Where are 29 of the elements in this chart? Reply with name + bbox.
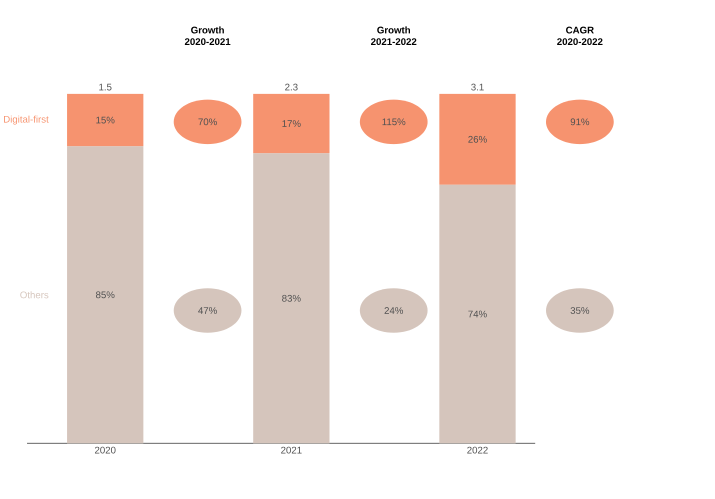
bar bbox=[439, 94, 516, 185]
x-tick-label: 2021 bbox=[281, 446, 302, 454]
data-label: 74% bbox=[468, 310, 487, 318]
series-label: Digital-first bbox=[4, 115, 49, 124]
bar bbox=[439, 184, 516, 444]
bar bbox=[253, 153, 330, 444]
x-tick-label: 2022 bbox=[467, 446, 488, 454]
x-tick-label: 2020 bbox=[94, 446, 116, 454]
annotation: 115% bbox=[382, 118, 406, 126]
bar bbox=[67, 94, 144, 146]
annotation: 70% bbox=[198, 118, 217, 126]
text: 35% bbox=[570, 306, 590, 314]
annotation: 3.1 bbox=[471, 83, 484, 90]
text: 91% bbox=[570, 118, 590, 126]
data-label: 85% bbox=[96, 291, 115, 298]
annotation: 2.3 bbox=[285, 83, 298, 90]
data-label: 17% bbox=[282, 120, 301, 127]
text: CAGR 2020-2022 bbox=[557, 26, 603, 45]
data-label: 83% bbox=[282, 294, 301, 302]
series-label: Others bbox=[20, 291, 48, 298]
bar bbox=[253, 94, 330, 154]
annotation: 1.5 bbox=[99, 84, 112, 90]
bar bbox=[67, 146, 144, 444]
data-label: 26% bbox=[468, 136, 487, 142]
text: Growth 2020-2021 bbox=[184, 26, 230, 45]
text: Growth 2021-2022 bbox=[371, 26, 416, 45]
data-label: 15% bbox=[96, 116, 115, 124]
annotation: 24% bbox=[384, 306, 404, 314]
annotation: 47% bbox=[198, 306, 217, 314]
